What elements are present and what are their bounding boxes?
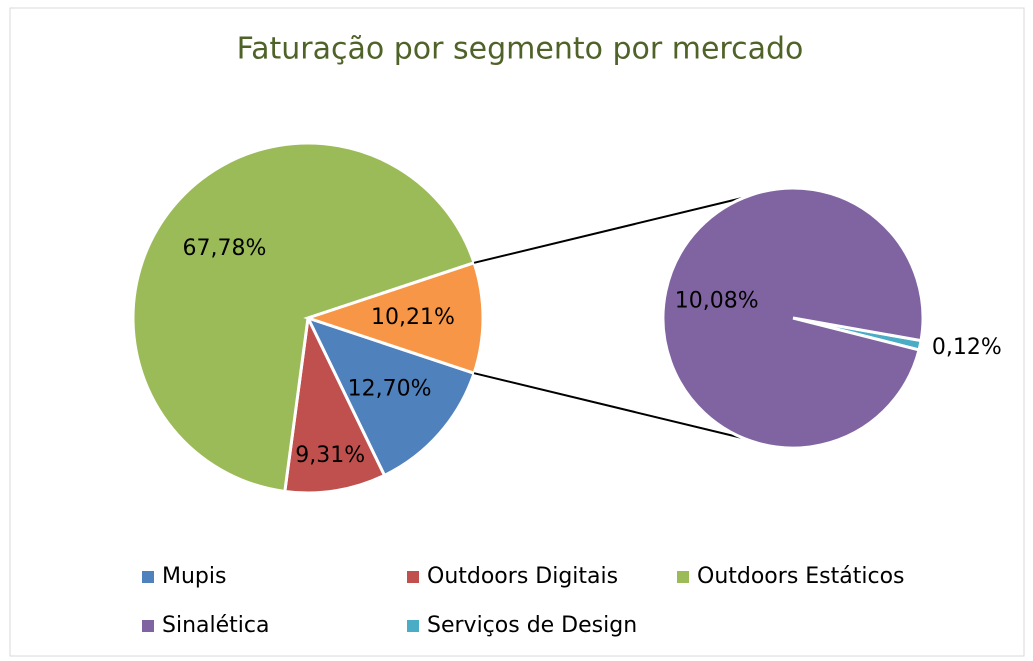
legend-label: Mupis [162, 564, 226, 589]
chart-title: Faturação por segmento por mercado [237, 32, 804, 67]
legend-marker [407, 571, 419, 583]
data-label: 12,70% [348, 377, 432, 402]
data-label: 10,21% [371, 305, 455, 330]
legend-marker [677, 571, 689, 583]
pie-slice [131, 141, 476, 494]
legend-marker [407, 620, 419, 632]
legend-marker [142, 620, 154, 632]
pie-slice [283, 312, 387, 495]
connector-line [473, 196, 745, 264]
data-label: 0,12% [932, 335, 1002, 360]
pie-slice [661, 186, 925, 450]
legend-label: Outdoors Digitais [427, 564, 618, 589]
legend-label: Outdoors Estáticos [697, 564, 905, 589]
pie-slice [303, 260, 485, 376]
data-label: 10,08% [675, 289, 759, 314]
legend-marker [142, 571, 154, 583]
legend-label: Serviços de Design [427, 613, 637, 638]
data-label: 9,31% [295, 443, 365, 468]
data-label: 67,78% [182, 236, 266, 261]
pie-slice [305, 315, 476, 478]
connector-line [473, 372, 745, 440]
legend-label: Sinalética [162, 613, 269, 638]
